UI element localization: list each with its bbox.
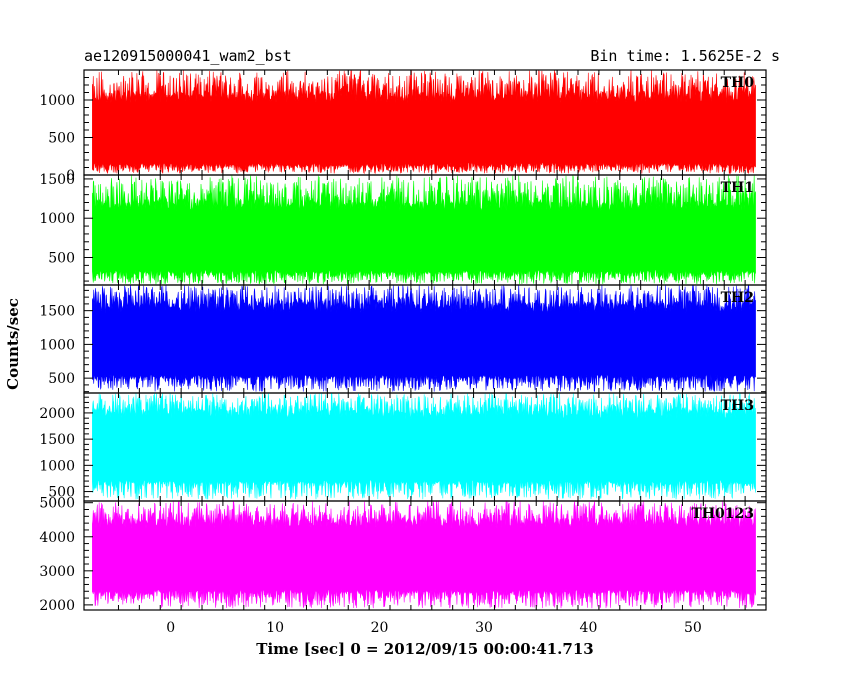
y-tick-label: 1000 bbox=[39, 93, 75, 109]
panels-layer: 05001000TH050010001500TH150010001500TH25… bbox=[39, 69, 767, 636]
panel-th0-plot bbox=[92, 70, 756, 175]
x-tick-label: 40 bbox=[580, 620, 598, 636]
y-tick-label: 3000 bbox=[39, 564, 75, 580]
series-th3-trace bbox=[92, 393, 756, 500]
y-tick-label: 500 bbox=[48, 251, 75, 267]
y-tick-label: 0 bbox=[66, 168, 75, 184]
chart-title: ae120915000041_wam2_bst bbox=[84, 47, 292, 65]
y-tick-label: 2000 bbox=[39, 406, 75, 422]
y-tick-label: 500 bbox=[48, 485, 75, 501]
x-tick-label: 10 bbox=[266, 620, 284, 636]
x-axis-label: Time [sec] 0 = 2012/09/15 00:00:41.713 bbox=[256, 640, 593, 658]
panel-th3-plot bbox=[92, 393, 756, 500]
panel-th1-plot bbox=[92, 175, 756, 285]
panel-label-th0: TH0 bbox=[721, 75, 755, 91]
x-tick-label: 0 bbox=[166, 620, 175, 636]
panel-label-th2: TH2 bbox=[721, 290, 754, 306]
panel-label-th1: TH1 bbox=[721, 180, 754, 196]
chart-subtitle: Bin time: 1.5625E-2 s bbox=[590, 47, 780, 65]
y-tick-label: 1000 bbox=[39, 337, 75, 353]
y-tick-label: 1500 bbox=[39, 432, 75, 448]
y-tick-label: 1500 bbox=[39, 304, 75, 320]
panel-th0123-plot bbox=[92, 501, 756, 609]
y-tick-label: 5000 bbox=[39, 496, 75, 512]
y-tick-label: 500 bbox=[48, 371, 75, 387]
series-th1-trace bbox=[92, 175, 756, 285]
panel-label-th0123: TH0123 bbox=[691, 506, 754, 522]
y-tick-label: 1000 bbox=[39, 458, 75, 474]
series-th0123-trace bbox=[92, 501, 756, 609]
y-tick-label: 500 bbox=[48, 131, 75, 147]
panel-label-th3: TH3 bbox=[721, 398, 754, 414]
y-tick-label: 2000 bbox=[39, 598, 75, 614]
x-tick-label: 20 bbox=[371, 620, 389, 636]
y-tick-label: 4000 bbox=[39, 530, 75, 546]
y-axis-label: Counts/sec bbox=[4, 298, 22, 390]
panel-th2-plot bbox=[92, 285, 756, 393]
panel-th0123-frame bbox=[83, 500, 767, 611]
x-tick-label: 50 bbox=[684, 620, 702, 636]
series-th0-trace bbox=[92, 70, 756, 175]
x-tick-label: 30 bbox=[475, 620, 493, 636]
series-th2-trace bbox=[92, 285, 756, 393]
y-tick-label: 1500 bbox=[39, 172, 75, 188]
y-tick-label: 1000 bbox=[39, 211, 75, 227]
